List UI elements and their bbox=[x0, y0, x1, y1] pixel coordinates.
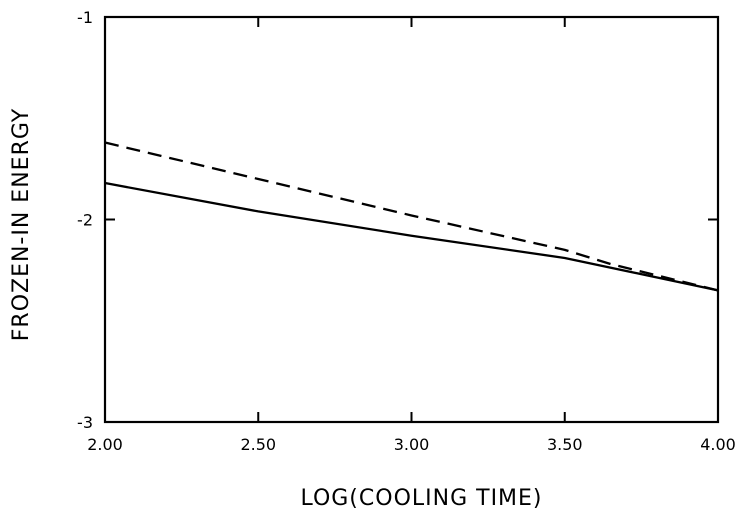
x-tick-label: 4.00 bbox=[700, 435, 736, 454]
x-axis-label: LOG(COOLING TIME) bbox=[300, 486, 542, 511]
solid-series-line bbox=[104, 181, 719, 292]
y-tick-label: -2 bbox=[77, 211, 93, 230]
x-tick-label: 2.50 bbox=[240, 435, 276, 454]
x-axis-ticks: 2.00 2.50 3.00 3.50 4.00 bbox=[87, 17, 736, 454]
x-tick-label: 3.50 bbox=[547, 435, 583, 454]
dashed-series-line bbox=[104, 141, 719, 292]
x-tick-label: 2.00 bbox=[87, 435, 123, 454]
plot-border bbox=[103, 15, 720, 424]
y-axis-label: FROZEN-IN ENERGY bbox=[9, 108, 34, 342]
x-tick-label: 3.00 bbox=[394, 435, 430, 454]
series-layer bbox=[104, 141, 719, 292]
plot-frame bbox=[103, 15, 720, 424]
y-tick-label: -1 bbox=[77, 8, 93, 27]
y-axis-ticks: -3 -2 -1 bbox=[77, 8, 718, 432]
y-tick-label: -3 bbox=[77, 413, 93, 432]
